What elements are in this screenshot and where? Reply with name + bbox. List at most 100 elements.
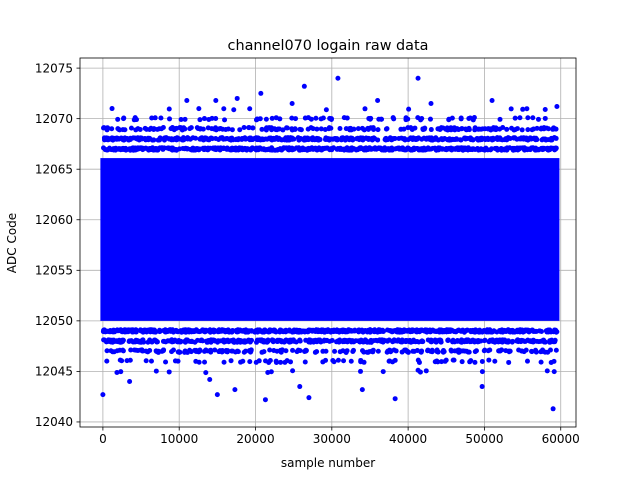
data-point: [503, 136, 509, 142]
data-point: [519, 127, 525, 133]
data-point: [365, 349, 371, 355]
data-point: [464, 338, 470, 344]
data-point: [290, 347, 296, 353]
data-point: [197, 338, 203, 344]
data-point: [323, 357, 329, 363]
data-point: [506, 359, 512, 365]
data-point: [419, 116, 425, 122]
data-point: [138, 328, 144, 334]
data-point: [308, 125, 314, 131]
data-point: [550, 126, 556, 132]
data-point: [273, 359, 279, 365]
data-point: [552, 135, 558, 141]
data-point: [289, 135, 295, 141]
data-point: [139, 347, 145, 353]
y-axis-label: ADC Code: [5, 213, 19, 273]
data-point: [190, 135, 196, 141]
data-point: [391, 116, 397, 122]
data-point: [404, 338, 410, 344]
data-point: [277, 116, 283, 122]
data-point: [259, 349, 265, 355]
data-point: [341, 358, 347, 364]
data-point: [193, 146, 199, 152]
data-point: [147, 348, 153, 354]
data-point: [370, 146, 376, 152]
outlier-point: [392, 396, 398, 402]
data-point: [166, 106, 172, 112]
data-point: [402, 147, 408, 153]
data-point: [448, 347, 454, 353]
data-point: [189, 338, 195, 344]
data-point: [133, 127, 139, 133]
data-point: [402, 137, 408, 143]
data-point: [523, 135, 529, 141]
data-point: [183, 329, 189, 335]
data-point: [313, 115, 319, 121]
data-point: [298, 127, 304, 133]
data-point: [323, 107, 329, 113]
data-point: [414, 145, 420, 151]
data-point: [463, 135, 469, 141]
data-point: [439, 359, 445, 365]
data-point: [538, 359, 544, 365]
data-point: [196, 106, 202, 112]
data-point: [201, 116, 207, 122]
data-point: [254, 339, 260, 345]
data-point: [315, 137, 321, 143]
data-point: [241, 125, 247, 131]
data-point: [274, 147, 280, 153]
data-point: [248, 349, 254, 355]
data-point: [119, 146, 125, 152]
data-point: [114, 136, 120, 142]
data-point: [140, 338, 146, 344]
data-point: [362, 106, 368, 112]
data-point: [489, 137, 495, 143]
data-point: [105, 137, 111, 143]
data-point: [330, 357, 336, 363]
data-point: [517, 338, 523, 344]
data-point: [516, 136, 522, 142]
data-point: [162, 135, 168, 141]
data-point: [202, 359, 208, 365]
data-point: [294, 329, 300, 335]
outlier-point: [289, 100, 295, 106]
data-point: [207, 329, 213, 335]
data-point: [358, 135, 364, 141]
data-point: [266, 125, 272, 131]
data-point: [104, 358, 110, 364]
data-point: [462, 348, 468, 354]
data-point: [115, 116, 121, 122]
data-point: [350, 348, 356, 354]
data-point: [441, 136, 447, 142]
data-point: [283, 348, 289, 354]
data-point: [137, 127, 143, 133]
data-point: [428, 127, 434, 133]
data-point: [208, 349, 214, 355]
data-point: [188, 125, 194, 131]
data-point: [376, 145, 382, 151]
data-point: [314, 349, 320, 355]
data-point: [160, 347, 166, 353]
data-point: [435, 359, 441, 365]
data-point: [545, 137, 551, 143]
data-point: [435, 126, 441, 132]
data-point: [115, 338, 121, 344]
data-point: [105, 147, 111, 153]
data-point: [509, 125, 515, 131]
data-point: [408, 125, 414, 131]
data-point: [337, 349, 343, 355]
data-point: [382, 137, 388, 143]
data-point: [499, 347, 505, 353]
data-point: [497, 116, 503, 122]
data-point: [517, 115, 523, 121]
data-point: [530, 337, 536, 343]
data-point: [476, 136, 482, 142]
data-point: [212, 338, 218, 344]
data-point: [542, 106, 548, 112]
data-point: [170, 329, 176, 335]
data-point: [246, 125, 252, 131]
data-point: [512, 135, 518, 141]
data-point: [308, 116, 314, 122]
data-point: [271, 136, 277, 142]
data-point: [424, 136, 430, 142]
